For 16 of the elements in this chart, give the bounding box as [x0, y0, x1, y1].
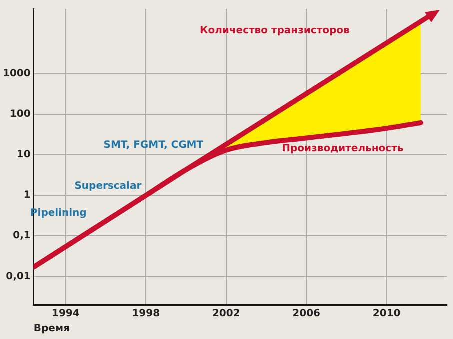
y-tick-label: 1 [24, 190, 31, 202]
x-tick-label: 2010 [372, 308, 401, 320]
x-axis-title: Время [34, 324, 70, 335]
x-tick-label: 1994 [52, 308, 80, 320]
x-tick-label: 2006 [292, 308, 321, 320]
text: Количество транзисторов [200, 26, 350, 37]
x-tick-label: 2002 [212, 308, 240, 320]
y-tick-label: 1000 [2, 68, 31, 80]
annotation: Superscalar [74, 181, 142, 192]
y-tick-label: 10 [16, 150, 31, 161]
y-tick-label: 0,01 [6, 271, 31, 282]
series-label: Производительность [282, 144, 404, 155]
annotation: SMT, FGMT, CGMT [104, 140, 204, 151]
x-tick-label: 1998 [132, 308, 160, 320]
y-tick-label: 0,1 [13, 230, 31, 242]
y-tick-label: 100 [10, 109, 31, 120]
